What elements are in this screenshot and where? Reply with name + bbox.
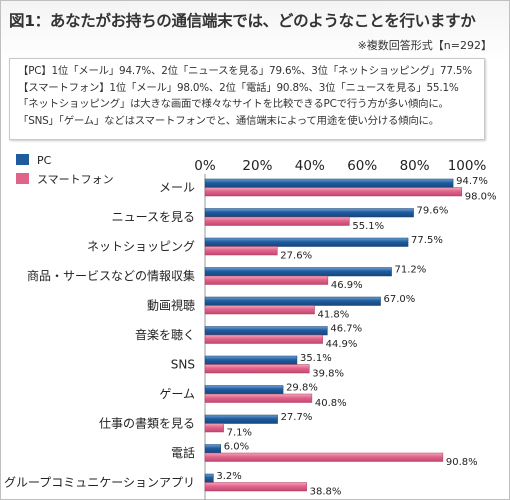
bar-pc — [204, 178, 454, 188]
category-label: SNS — [171, 358, 195, 372]
data-label-pc: 3.2% — [216, 471, 241, 482]
data-label-smartphone: 39.8% — [312, 369, 344, 380]
data-label-pc: 29.8% — [286, 383, 318, 394]
category-label: グループコミュニケーションアプリ — [4, 476, 195, 490]
legend-swatch-smartphone — [16, 173, 29, 184]
data-label-smartphone: 7.1% — [227, 428, 252, 439]
data-label-pc: 71.2% — [395, 265, 427, 276]
bar-smartphone — [204, 482, 307, 492]
legend-item-smartphone: スマートフォン — [16, 171, 114, 187]
x-tick-label: 20% — [242, 158, 272, 174]
data-label-smartphone: 44.9% — [326, 339, 358, 350]
bar-smartphone — [204, 246, 278, 256]
category-label: 電話 — [171, 445, 195, 460]
x-tick-label: 40% — [295, 158, 325, 174]
bar-pc — [204, 326, 328, 336]
data-label-smartphone: 55.1% — [352, 221, 384, 232]
data-label-pc: 27.7% — [281, 412, 313, 423]
data-label-pc: 67.0% — [384, 294, 416, 305]
bar-pc — [204, 237, 409, 247]
data-label-pc: 77.5% — [411, 235, 443, 246]
bar-pc — [204, 385, 284, 395]
summary-box: 【PC】1位「メール」94.7%、2位「ニュースを見る」79.6%、3位「ネット… — [9, 58, 485, 140]
bar-smartphone — [204, 187, 463, 197]
bar-pc — [204, 267, 392, 277]
data-label-smartphone: 38.8% — [310, 487, 342, 498]
summary-line: 「SNS」「ゲーム」などはスマートフォンでと、通信端末によって用途を使い分ける傾… — [18, 114, 439, 127]
category-label: 動画視聴 — [147, 298, 195, 313]
data-label-smartphone: 27.6% — [280, 251, 312, 262]
bar-pc — [204, 414, 278, 424]
summary-line: 「ネットショッピング」は大きな画面で様々なサイトを比較できるPCで行う方が多い傾… — [18, 98, 449, 111]
category-label: メール — [159, 181, 195, 195]
category-label: 仕事の書類を見る — [99, 417, 195, 431]
legend-label-smartphone: スマートフォン — [37, 173, 114, 186]
summary-line: 【PC】1位「メール」94.7%、2位「ニュースを見る」79.6%、3位「ネット… — [18, 65, 472, 77]
category-label: 商品・サービスなどの情報収集 — [27, 268, 195, 283]
x-tick-label: 80% — [400, 158, 430, 174]
data-label-smartphone: 41.8% — [318, 310, 350, 321]
category-label: ゲーム — [159, 387, 195, 401]
data-label-pc: 79.6% — [417, 206, 449, 217]
bar-smartphone — [204, 364, 310, 374]
x-tick-label: 60% — [347, 158, 377, 174]
data-label-smartphone: 46.9% — [331, 280, 363, 291]
x-tick-label: 100% — [448, 158, 487, 174]
bar-pc — [204, 444, 221, 454]
data-label-pc: 94.7% — [456, 176, 488, 187]
bar-pc — [204, 208, 414, 218]
legend-label-pc: PC — [37, 154, 52, 167]
bar-pc — [204, 296, 381, 306]
category-label: ニュースを見る — [112, 210, 195, 224]
category-label: 音楽を聴く — [135, 327, 195, 342]
data-label-pc: 46.7% — [330, 324, 362, 335]
bar-smartphone — [204, 334, 323, 344]
bar-smartphone — [204, 275, 329, 285]
category-label: ネットショッピング — [87, 240, 195, 254]
bar-smartphone — [204, 305, 315, 315]
chart-title: 図1：あなたがお持ちの通信端末では、どのようなことを行いますか — [9, 12, 476, 30]
bar-smartphone — [204, 423, 224, 433]
legend-item-pc: PC — [16, 154, 51, 167]
data-label-pc: 6.0% — [224, 442, 249, 453]
bar-smartphone — [204, 393, 313, 403]
data-label-pc: 35.1% — [300, 353, 332, 364]
legend-swatch-pc — [16, 154, 29, 165]
x-tick-label: 0% — [194, 158, 216, 174]
summary-line: 【スマートフォン】1位「メール」98.0%、2位「電話」90.8%、3位「ニュー… — [18, 81, 459, 94]
data-label-smartphone: 98.0% — [465, 192, 497, 203]
sample-note: ※複数回答形式【n=292】 — [357, 39, 492, 52]
data-label-smartphone: 90.8% — [446, 457, 478, 468]
bar-smartphone — [204, 452, 444, 462]
bar-pc — [204, 355, 298, 365]
data-label-smartphone: 40.8% — [315, 398, 347, 409]
bar-pc — [204, 473, 214, 483]
bar-smartphone — [204, 216, 350, 226]
